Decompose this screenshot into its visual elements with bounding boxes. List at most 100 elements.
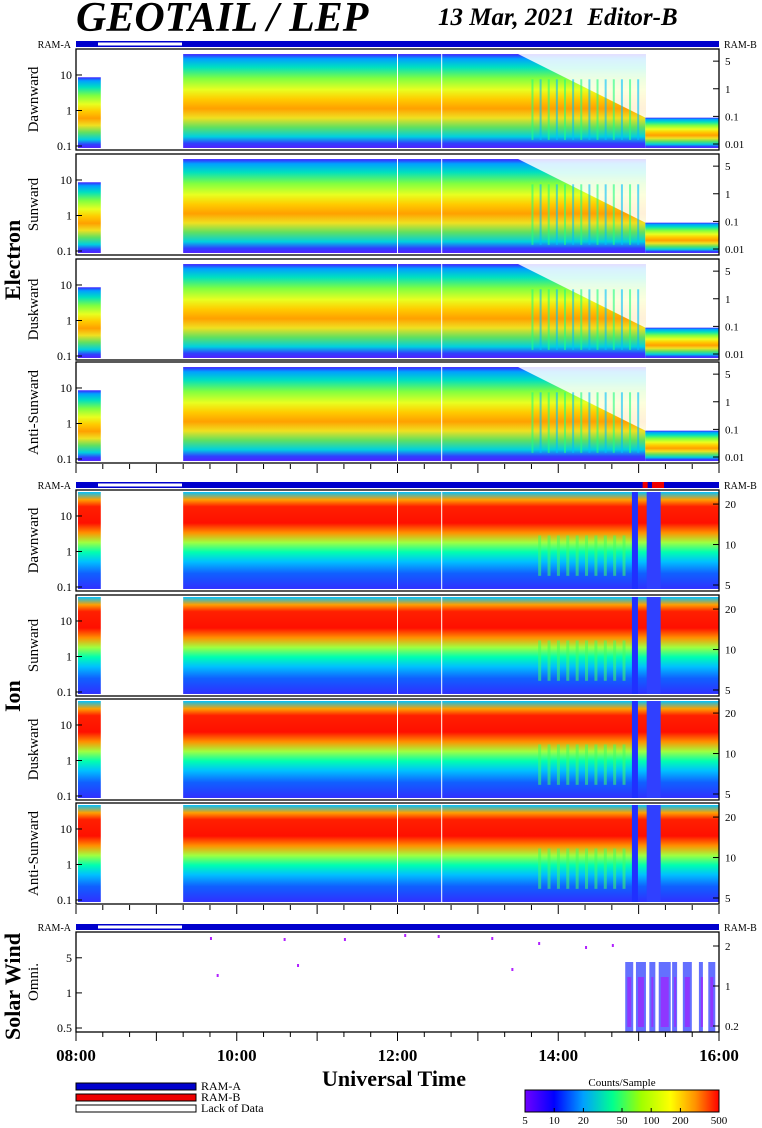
- colorbar-tick-label-2: 20: [578, 1115, 590, 1127]
- solar-wind-panel-ltick-label-0: 0.5: [57, 1021, 72, 1035]
- ion-panel-1-rtick-label-2: 20: [725, 499, 737, 511]
- electron-panel-3-streak: [580, 289, 583, 350]
- x-tick-label-0: 08:00: [56, 1046, 96, 1065]
- ram-bar-ion: [76, 482, 719, 488]
- solar-wind-panel-pt-3: [404, 934, 407, 937]
- electron-panel-1-label: Dawnward: [26, 66, 42, 132]
- electron-panel-2-label: Sunward: [26, 177, 42, 231]
- ion-panel-3-frame: [75, 698, 720, 801]
- colorbar-tick-label-1: 10: [549, 1115, 561, 1127]
- ion-panel-3-rtick-label-2: 20: [725, 708, 737, 720]
- ion-panel-1-streak: [575, 535, 579, 576]
- electron-panel-1-ltick-label-2: 10: [60, 68, 72, 82]
- ion-panel-4: Anti-Sunward: [26, 802, 720, 905]
- plot-date: 13 Mar, 2021: [438, 4, 575, 31]
- ram-bar-electron-label-a: RAM-A: [38, 40, 72, 51]
- solar-wind-panel-pt-4: [437, 935, 440, 938]
- electron-panel-2-band-pre: [78, 182, 101, 253]
- ion-panel-4-label: Anti-Sunward: [26, 811, 42, 896]
- ion-panel-3-gap-2: [646, 701, 661, 798]
- ion-panel-1-band-pre: [78, 492, 101, 589]
- electron-panel-1-ltick-label-1: 1: [66, 103, 72, 117]
- ion-panel-1-gap-2: [646, 492, 661, 589]
- ion-panel-1-streak: [613, 535, 617, 576]
- electron-panel-2-rtick-label-1: 0.1: [725, 216, 739, 228]
- ion-panel-2-label: Sunward: [26, 618, 42, 672]
- ion-panel-4-streak: [547, 848, 551, 889]
- electron-panel-2-streak: [588, 184, 591, 245]
- ion-panel-3-streak: [603, 744, 607, 785]
- ion-panel-4-rtick-label-0: 5: [725, 893, 731, 905]
- ion-panel-4-streak: [603, 848, 607, 889]
- solar-wind-panel-pt-9: [216, 974, 219, 977]
- electron-panel-2-streak: [539, 184, 542, 245]
- ion-panel-1-gap-1: [631, 492, 638, 589]
- ion-panel-3-streak: [613, 744, 617, 785]
- electron-panel-2-streak: [604, 184, 607, 245]
- ion-panel-2-frame: [75, 594, 720, 697]
- electron-panel-4-streak: [572, 392, 575, 453]
- solar-wind-panel-pt-10: [297, 964, 300, 967]
- group-label-solar-wind: Solar Wind: [0, 932, 25, 1040]
- electron-panel-3-streak: [588, 289, 591, 350]
- ram-bar-solar-wind-label-b: RAM-B: [724, 923, 757, 934]
- ram-bar-electron: [76, 41, 719, 47]
- electron-panel-2-streak: [620, 184, 623, 245]
- electron-panel-2-rtick-label-3: 5: [725, 161, 731, 173]
- ion-panel-3-streak: [556, 744, 560, 785]
- ion-panel-2-streak: [538, 640, 542, 681]
- electron-panel-1-streak: [588, 79, 591, 140]
- electron-panel-4-streak: [629, 392, 632, 453]
- ion-panel-2-streak: [556, 640, 560, 681]
- ion-panel-4-frame: [75, 802, 720, 905]
- electron-panel-1-frame: [75, 48, 720, 151]
- electron-panel-2-streak: [596, 184, 599, 245]
- ion-panel-3-ltick-label-2: 10: [60, 718, 72, 732]
- ion-panel-2-streak: [575, 640, 579, 681]
- ion-panel-2-band-main: [183, 597, 719, 694]
- electron-panel-1-band-pre: [78, 77, 101, 148]
- ion-panel-3-rtick-label-0: 5: [725, 789, 731, 801]
- group-label-electron: Electron: [0, 219, 25, 300]
- ram-bar-solar-wind: [76, 924, 719, 930]
- ion-panel-2-streak: [594, 640, 598, 681]
- electron-panel-4-streak: [547, 392, 550, 453]
- electron-panel-3-ltick-label-1: 1: [66, 313, 72, 327]
- ion-panel-1-band-main: [183, 492, 719, 589]
- electron-panel-4-rtick-label-2: 1: [725, 397, 731, 409]
- electron-panel-3-ltick-label-0: 0.1: [57, 349, 72, 363]
- ram-b-seg-2: [652, 482, 665, 488]
- solar-wind-panel-burst-core-6: [700, 977, 703, 1027]
- electron-panel-1-streak: [531, 79, 534, 140]
- ion-panel-2-gap-1: [631, 597, 638, 694]
- ion-panel-3-ltick-label-1: 1: [66, 753, 72, 767]
- electron-panel-2-ltick-label-0: 0.1: [57, 244, 72, 258]
- electron-panel-3-streak: [629, 289, 632, 350]
- plot-editor: Editor-B: [587, 4, 678, 31]
- ram-bar-ion-gap: [98, 483, 182, 487]
- group-label-ion: Ion: [0, 680, 25, 712]
- electron-panel-1-ltick-label-0: 0.1: [57, 139, 72, 153]
- legend-swatch-1: [75, 1093, 197, 1102]
- ion-panel-1-rtick-label-0: 5: [725, 580, 731, 592]
- plot-date-editor: 13 Mar, 2021 Editor-B: [438, 4, 678, 32]
- solar-wind-panel-burst-core-2: [651, 977, 654, 1027]
- ion-panel-2-band-pre: [78, 597, 101, 694]
- colorbar-tick-label-6: 500: [711, 1115, 728, 1127]
- x-tick-label-3: 14:00: [538, 1046, 578, 1065]
- electron-panel-3-rtick-label-3: 5: [725, 266, 731, 278]
- solar-wind-panel-ltick-label-1: 1: [66, 986, 72, 1000]
- solar-wind-panel-pt-5: [491, 937, 494, 940]
- ram-bar-ion-label-a: RAM-A: [38, 481, 72, 492]
- solar-wind-panel-burst-core-7: [710, 977, 714, 1027]
- ion-panel-4-gap-1: [631, 805, 638, 902]
- electron-panel-3-streak: [539, 289, 542, 350]
- electron-panel-1-streak: [604, 79, 607, 140]
- electron-panel-1-rtick-label-2: 1: [725, 84, 731, 96]
- ion-panel-2-rtick-label-1: 10: [725, 645, 737, 657]
- colorbar-tick-label-5: 200: [672, 1115, 689, 1127]
- electron-panel-1-streak: [629, 79, 632, 140]
- electron-panel-3-band-tail: [645, 327, 719, 358]
- electron-panel-3-band-pre: [78, 287, 101, 358]
